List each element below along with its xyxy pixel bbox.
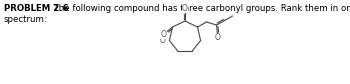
- Text: spectrum:: spectrum:: [4, 15, 48, 24]
- Text: O: O: [160, 36, 166, 45]
- Text: PROBLEM 2.6: PROBLEM 2.6: [4, 4, 69, 13]
- Text: O: O: [182, 4, 188, 13]
- Text: O: O: [215, 33, 220, 42]
- Text: The following compound has three carbonyl groups. Rank them in order of decreasi: The following compound has three carbony…: [48, 4, 350, 13]
- Text: O: O: [161, 30, 167, 39]
